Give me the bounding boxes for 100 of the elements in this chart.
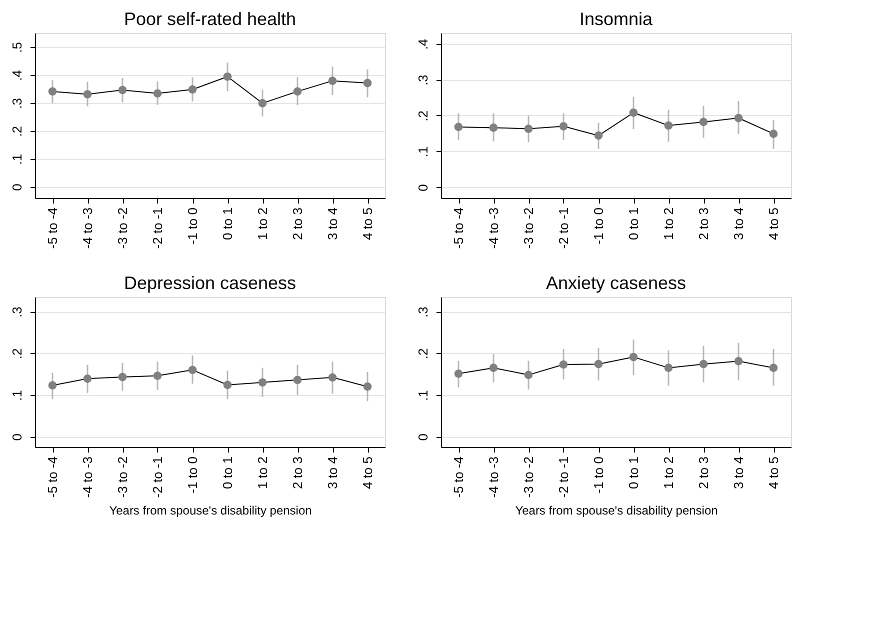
- y-tick-label: .2: [416, 110, 430, 122]
- x-tick-label: -5 to -4: [451, 456, 466, 498]
- point: [769, 130, 778, 138]
- x-tick-label: -2 to -1: [150, 456, 165, 498]
- point: [223, 72, 232, 81]
- y-tick-label: .1: [416, 390, 430, 401]
- y-tick-label: .2: [416, 348, 430, 360]
- x-tick-label: -1 to 0: [185, 208, 200, 244]
- y-tick-label: .1: [10, 154, 24, 165]
- x-tick-label: -3 to -2: [115, 208, 130, 249]
- y-tick-label: .3: [10, 306, 24, 318]
- point: [48, 381, 57, 390]
- point: [629, 108, 638, 117]
- point: [524, 124, 533, 133]
- point: [328, 373, 337, 382]
- x-tick-label: 1 to 2: [255, 208, 270, 240]
- point: [363, 78, 372, 88]
- x-axis-title: Years from spouse's disability pension: [109, 504, 312, 518]
- x-tick-label: 2 to 3: [290, 456, 305, 490]
- x-tick-label: 4 to 5: [766, 456, 781, 490]
- x-tick-label: -2 to -1: [556, 208, 571, 249]
- y-tick-label: .3: [416, 306, 430, 318]
- x-tick-label: 1 to 2: [661, 208, 676, 240]
- point: [363, 382, 372, 391]
- x-tick-label: -4 to -3: [486, 208, 501, 249]
- x-tick-label: 3 to 4: [325, 208, 340, 240]
- chart-title: Insomnia: [579, 9, 654, 29]
- x-tick-label: 2 to 3: [696, 456, 711, 490]
- point: [328, 76, 337, 85]
- point: [594, 360, 603, 368]
- x-tick-label: -2 to -1: [556, 456, 571, 498]
- x-tick-label: 4 to 5: [360, 208, 375, 240]
- point: [489, 364, 498, 372]
- x-axis-title: Years from spouse's disability pension: [515, 504, 718, 518]
- x-tick-label: 0 to 1: [220, 208, 235, 240]
- x-tick-label: 4 to 5: [360, 456, 375, 490]
- x-tick-label: -3 to -2: [115, 456, 130, 498]
- y-tick-label: 0: [416, 433, 430, 441]
- x-tick-label: 1 to 2: [255, 456, 270, 490]
- point: [524, 370, 533, 380]
- x-tick-label: -1 to 0: [591, 456, 606, 494]
- x-tick-label: -4 to -3: [80, 456, 95, 498]
- x-tick-label: -4 to -3: [486, 456, 501, 498]
- point: [188, 366, 197, 374]
- point: [118, 372, 127, 382]
- y-tick-label: 0: [10, 433, 24, 441]
- x-tick-label: 0 to 1: [220, 456, 235, 490]
- y-tick-label: .4: [10, 70, 24, 81]
- point: [454, 122, 463, 132]
- x-tick-label: 4 to 5: [766, 208, 781, 240]
- x-tick-label: 2 to 3: [696, 208, 711, 240]
- point: [83, 90, 92, 98]
- x-tick-label: 3 to 4: [731, 456, 746, 490]
- point: [153, 89, 162, 98]
- point: [559, 360, 568, 369]
- point: [734, 114, 743, 122]
- x-tick-label: -5 to -4: [45, 208, 60, 249]
- point: [223, 380, 232, 390]
- x-tick-label: -4 to -3: [80, 208, 95, 249]
- point: [118, 86, 127, 94]
- y-tick-label: .4: [416, 38, 430, 50]
- chart-title: Anxiety caseness: [546, 273, 686, 293]
- x-tick-label: 1 to 2: [661, 456, 676, 490]
- x-tick-label: -1 to 0: [591, 208, 606, 244]
- y-tick-label: 0: [416, 184, 430, 192]
- x-tick-label: 3 to 4: [731, 208, 746, 240]
- point: [48, 87, 57, 96]
- y-tick-label: 0: [10, 184, 24, 191]
- point: [489, 124, 498, 132]
- x-tick-label: 3 to 4: [325, 456, 340, 490]
- point: [454, 369, 463, 378]
- point: [559, 122, 568, 130]
- point: [699, 360, 708, 368]
- x-tick-label: -2 to -1: [150, 208, 165, 249]
- x-tick-label: -3 to -2: [521, 456, 536, 498]
- point: [83, 374, 92, 383]
- x-tick-label: -5 to -4: [451, 208, 466, 249]
- chart-title: Poor self-rated health: [124, 9, 296, 29]
- point: [699, 118, 708, 126]
- x-tick-label: 0 to 1: [626, 208, 641, 240]
- y-tick-label: .1: [416, 146, 430, 158]
- x-tick-label: 2 to 3: [290, 208, 305, 240]
- x-tick-label: -1 to 0: [185, 456, 200, 494]
- y-tick-label: .1: [10, 390, 24, 401]
- chart-title: Depression caseness: [124, 273, 296, 293]
- point: [258, 99, 267, 108]
- point: [734, 356, 743, 366]
- point: [293, 87, 302, 96]
- y-tick-label: .2: [10, 126, 24, 137]
- point: [664, 121, 673, 130]
- y-tick-label: .5: [10, 42, 24, 53]
- point: [769, 364, 778, 372]
- point: [664, 364, 673, 372]
- y-tick-label: .3: [10, 98, 24, 109]
- y-tick-label: .2: [10, 348, 24, 360]
- y-tick-label: .3: [416, 74, 430, 86]
- point: [188, 85, 197, 94]
- point: [293, 376, 302, 384]
- point: [258, 378, 267, 387]
- x-tick-label: 0 to 1: [626, 456, 641, 490]
